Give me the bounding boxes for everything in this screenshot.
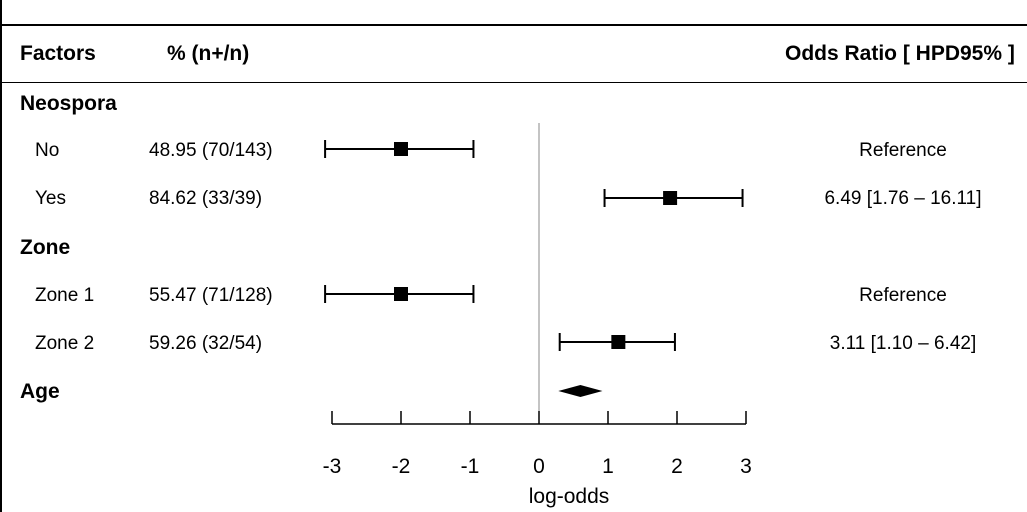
- row-label-zone-1: Zone 1: [35, 285, 95, 306]
- x-tick-label: 2: [671, 455, 683, 478]
- estimate-diamond: [558, 385, 603, 397]
- top-rule: [2, 24, 1027, 26]
- x-tick-label: -2: [392, 455, 411, 478]
- x-tick-label: 1: [602, 455, 614, 478]
- group-label-zone: Zone: [20, 236, 71, 259]
- x-tick-label: -3: [323, 455, 342, 478]
- x-axis-label: log-odds: [529, 485, 610, 508]
- x-tick-label: 3: [740, 455, 752, 478]
- group-label-neospora: Neospora: [20, 92, 117, 115]
- row-percent-no: 48.95 (70/143): [149, 140, 273, 161]
- header-percent: % (n+/n): [167, 42, 250, 65]
- row-label-yes: Yes: [35, 188, 66, 209]
- estimate-marker: [663, 191, 678, 205]
- row-percent-yes: 84.62 (33/39): [149, 188, 263, 209]
- row-or-zone-2: 3.11 [1.10 – 6.42]: [829, 333, 977, 354]
- row-label-zone-2: Zone 2: [35, 333, 95, 354]
- estimate-marker: [611, 335, 626, 349]
- row-or-yes: 6.49 [1.76 – 16.11]: [824, 188, 982, 209]
- group-label-age: Age: [20, 380, 60, 403]
- x-tick-label: 0: [533, 455, 545, 478]
- header-odds-ratio: Odds Ratio [ HPD95% ]: [785, 42, 1015, 65]
- row-or-zone-1: Reference: [859, 285, 947, 306]
- row-percent-zone-2: 59.26 (32/54): [149, 333, 263, 354]
- estimate-marker: [394, 142, 408, 156]
- row-label-no: No: [35, 140, 60, 161]
- header-factors: Factors: [20, 42, 96, 65]
- x-tick-label: -1: [461, 455, 480, 478]
- header-rule: [2, 82, 1027, 83]
- row-or-no: Reference: [859, 140, 947, 161]
- row-percent-zone-1: 55.47 (71/128): [149, 285, 273, 306]
- estimate-marker: [394, 287, 408, 301]
